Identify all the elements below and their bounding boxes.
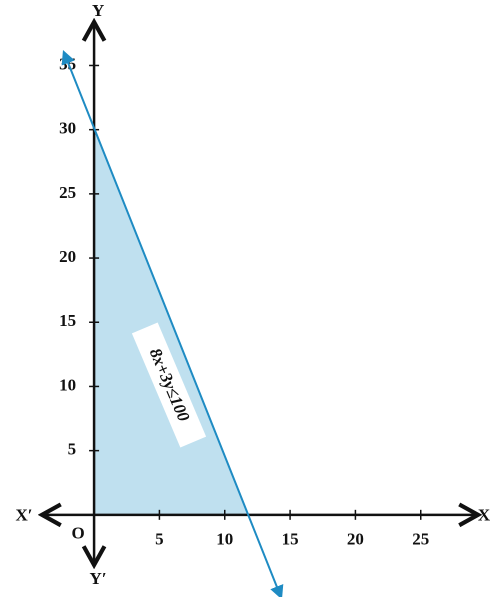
x-tick-label: 25 xyxy=(412,530,429,549)
x-axis-label: X xyxy=(478,506,490,525)
x-tick-label: 20 xyxy=(347,530,364,549)
boundary-line xyxy=(61,50,284,597)
y-axis-label: Y xyxy=(92,1,104,20)
y-tick-label: 10 xyxy=(59,375,76,394)
y-tick-label: 5 xyxy=(68,440,77,459)
y-tick-label: 20 xyxy=(59,247,76,266)
origin-label: O xyxy=(71,524,84,543)
annotation-box xyxy=(131,322,207,448)
y-axis-neg-label: Y′ xyxy=(90,569,107,588)
y-tick-label: 25 xyxy=(59,183,76,202)
y-tick-label: 15 xyxy=(59,311,76,330)
x-axis-neg-label: X′ xyxy=(15,506,32,525)
x-tick-label: 10 xyxy=(216,530,233,549)
x-tick-label: 5 xyxy=(155,530,164,549)
x-tick-label: 15 xyxy=(282,530,299,549)
y-tick-label: 30 xyxy=(59,119,76,138)
